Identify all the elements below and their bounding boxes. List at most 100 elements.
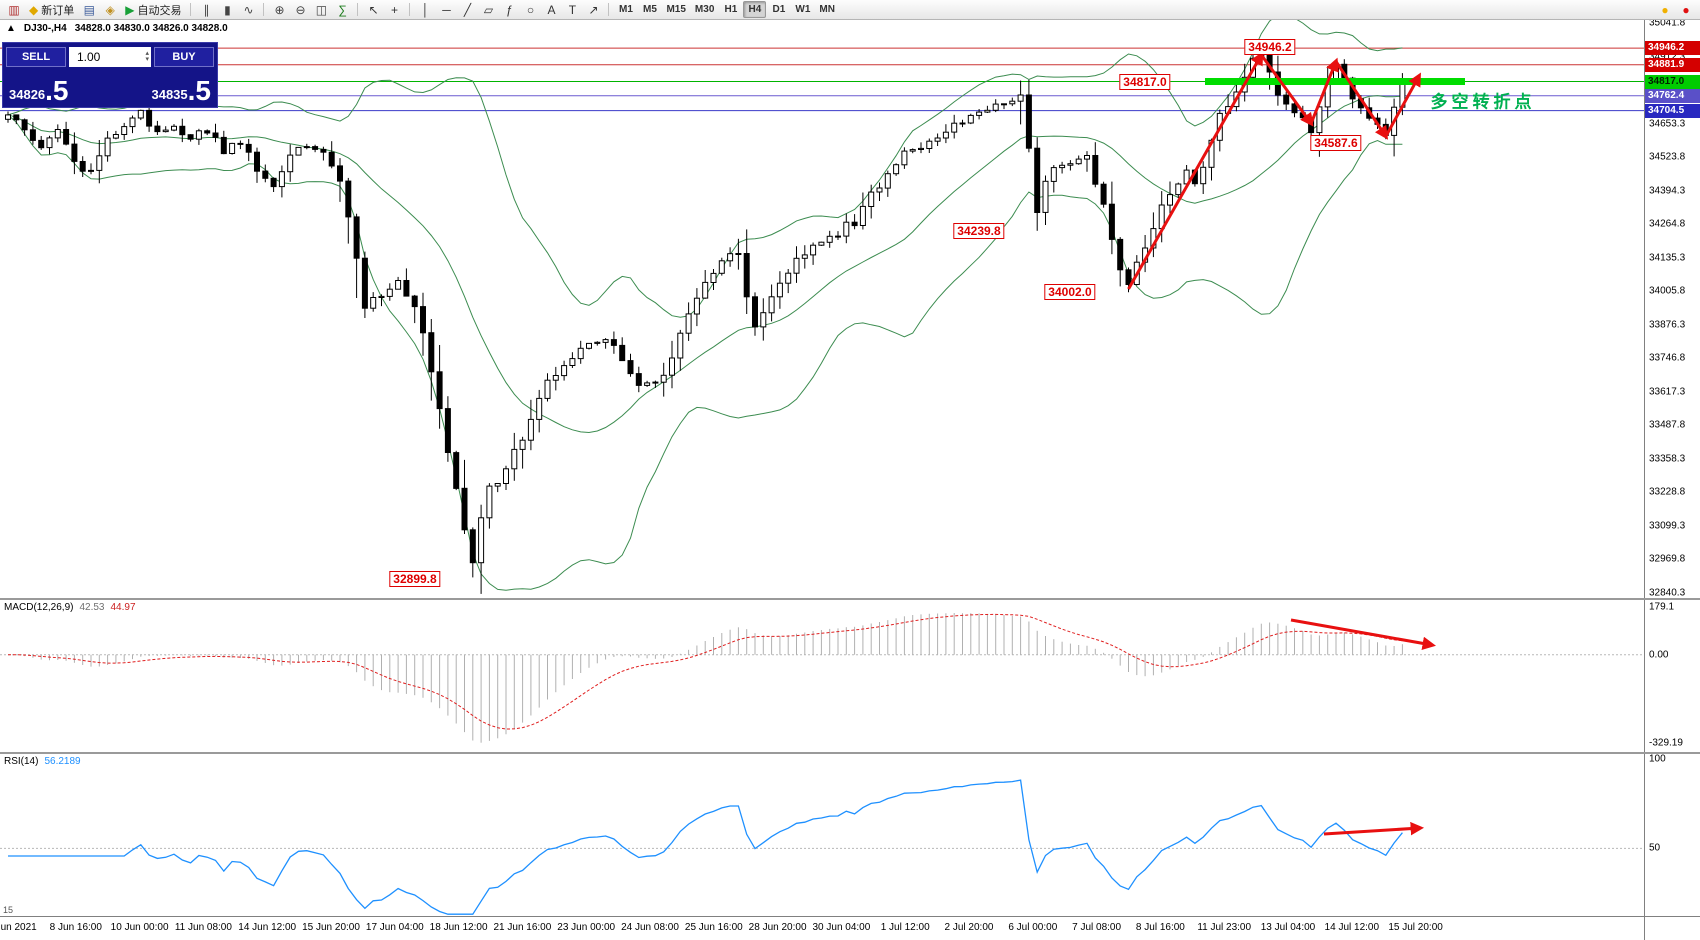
price-badge: 34762.4 [1645, 88, 1700, 103]
price-tick: 100 [1649, 753, 1666, 765]
macd-trend-arrow[interactable] [1290, 618, 1436, 650]
timeframe-mn-button[interactable]: MN [819, 4, 835, 15]
tile-windows-icon: ◫ [315, 2, 328, 17]
trend-arrow[interactable] [1127, 51, 1264, 290]
collapse-panel-icon[interactable]: ▲ [6, 23, 16, 34]
price-axis[interactable]: 35041.834912.334782.834653.334523.834394… [1644, 17, 1700, 599]
sell-price[interactable]: 34826 .5 [9, 68, 110, 106]
price-tick: 33617.3 [1649, 386, 1686, 398]
timeframe-d1-button[interactable]: D1 [772, 4, 786, 15]
notification-icon[interactable]: ● [1655, 1, 1675, 18]
new-order-button[interactable]: ◆ 新订单 [25, 1, 78, 18]
macd-canvas[interactable] [0, 600, 1644, 752]
trend-arrow[interactable] [1384, 72, 1421, 138]
main-chart-panel[interactable]: ▲ DJ30-,H4 34828.0 34830.0 34826.0 34828… [0, 17, 1700, 599]
volume-spinner[interactable]: ▴ ▾ [145, 49, 149, 63]
time-axis-label: 21 Jun 16:00 [493, 922, 552, 933]
ohlc-values: 34828.0 34830.0 34826.0 34828.0 [74, 23, 228, 34]
trend-arrow[interactable] [1260, 54, 1314, 127]
timeframe-h4-button[interactable]: H4 [743, 1, 767, 18]
fibonacci-button[interactable]: ƒ [499, 1, 519, 18]
text-button[interactable]: A [541, 1, 561, 18]
timeframe-m15-button[interactable]: M15 [666, 4, 686, 15]
chart-candles-button[interactable]: ▮ [217, 1, 237, 18]
toolbar-separator [608, 3, 610, 16]
tile-windows-button[interactable]: ◫ [311, 1, 331, 18]
chart-line-button[interactable]: ∿ [238, 1, 258, 18]
main-chart-canvas[interactable] [0, 20, 1644, 598]
chart-bars-icon: ∥ [203, 2, 210, 17]
rsi-panel[interactable]: RSI(14) 56.2189 15 100 50 [0, 754, 1700, 916]
time-axis-label: 8 Jun 16:00 [49, 922, 102, 933]
alert-icon-icon: ● [1682, 2, 1690, 17]
hline-icon: ─ [442, 2, 451, 17]
time-axis-label: 14 Jun 12:00 [238, 922, 297, 933]
arrow-tools-button[interactable]: ↗ [583, 1, 603, 18]
rsi-trend-arrow[interactable] [1323, 821, 1425, 836]
macd-main-value: 42.53 [79, 602, 105, 613]
alert-icon[interactable]: ● [1676, 1, 1696, 18]
timeframe-h1-button[interactable]: H1 [724, 4, 738, 15]
autotrading-button[interactable]: ▶ 自动交易 [121, 1, 185, 18]
timeframe-m5-button[interactable]: M5 [643, 4, 657, 15]
cursor-button[interactable]: ↖ [363, 1, 383, 18]
trend-arrow[interactable] [1334, 60, 1389, 140]
price-tick: 32840.3 [1649, 587, 1686, 599]
sell-price-fraction: .5 [45, 75, 69, 106]
trendline-icon: ╱ [463, 2, 472, 17]
chart-line-icon: ∿ [243, 2, 254, 17]
buy-price[interactable]: 34835 .5 [110, 68, 211, 106]
volume-input[interactable]: 1.00 ▴ ▾ [69, 46, 151, 67]
sell-button[interactable]: SELL [6, 46, 66, 67]
channel-button[interactable]: ▱ [478, 1, 498, 18]
toolbar-separator [409, 3, 411, 16]
spinner-down-icon[interactable]: ▾ [145, 55, 149, 63]
buy-price-main: 34835 [151, 87, 188, 102]
one-click-trading-panel: SELL 1.00 ▴ ▾ BUY 34826 .5 34835 .5 [2, 42, 218, 108]
profiles-button[interactable]: ◈ [100, 1, 120, 18]
macd-panel[interactable]: MACD(12,26,9) 42.53 44.97 179.1 0.00 -329.… [0, 600, 1700, 752]
rsi-line [8, 779, 1403, 915]
symbol-period: DJ30-,H4 [23, 23, 67, 34]
time-axis[interactable]: 7 Jun 2021 8 Jun 16:00 10 Jun 00:00 11 Jun … [0, 916, 1700, 940]
chart-windows-button[interactable]: ▤ [79, 1, 99, 18]
timeframe-w1-button[interactable]: W1 [795, 4, 811, 15]
trendline-button[interactable]: ╱ [457, 1, 477, 18]
label-button[interactable]: T [562, 1, 582, 18]
crosshair-button[interactable]: + [384, 1, 404, 18]
buy-button[interactable]: BUY [154, 46, 214, 67]
zoom-in-icon: ⊕ [274, 2, 285, 17]
shapes-button[interactable]: ○ [520, 1, 540, 18]
rsi-label: RSI(14) 56.2189 [4, 756, 81, 767]
rsi-name: RSI(14) [4, 756, 39, 767]
time-axis-label: 7 Jul 08:00 [1072, 922, 1122, 933]
new-chart-button[interactable]: ▥ [4, 1, 24, 18]
profiles-icon: ◈ [105, 2, 115, 17]
panel-splitter-2[interactable] [0, 752, 1700, 754]
price-tick: 35041.8 [1649, 17, 1686, 29]
zoom-out-button[interactable]: ⊖ [290, 1, 310, 18]
vline-button[interactable]: │ [415, 1, 435, 18]
time-axis-label: 28 Jun 20:00 [748, 922, 807, 933]
timeframe-m1-button[interactable]: M1 [619, 4, 633, 15]
cursor-icon: ↖ [368, 2, 379, 17]
support-band[interactable] [1205, 78, 1465, 85]
time-axis-label: 30 Jun 04:00 [812, 922, 871, 933]
hline-button[interactable]: ─ [436, 1, 456, 18]
zoom-in-button[interactable]: ⊕ [269, 1, 289, 18]
spinner-up-icon[interactable]: ▴ [145, 49, 149, 57]
time-axis-label: 13 Jul 04:00 [1260, 922, 1316, 933]
shapes-icon: ○ [526, 2, 535, 17]
chart-bars-button[interactable]: ∥ [196, 1, 216, 18]
rsi-canvas[interactable] [0, 754, 1644, 916]
panel-splitter[interactable] [0, 598, 1700, 600]
trend-arrow[interactable] [1309, 57, 1339, 124]
indicators-button[interactable]: ∑ [332, 1, 352, 18]
time-axis-label: 11 Jul 23:00 [1197, 922, 1252, 933]
price-tick: 179.1 [1649, 601, 1675, 613]
price-tick: 0.00 [1649, 649, 1669, 661]
macd-name: MACD(12,26,9) [4, 602, 74, 613]
timeframe-m30-button[interactable]: M30 [694, 4, 715, 15]
time-axis-label: 1 Jul 12:00 [880, 922, 930, 933]
